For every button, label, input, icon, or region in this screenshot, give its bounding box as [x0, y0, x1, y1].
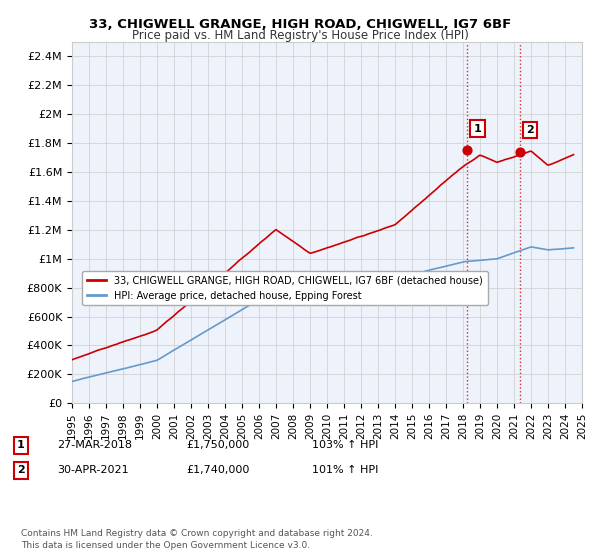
Text: 2: 2: [526, 125, 533, 135]
Text: £1,750,000: £1,750,000: [186, 440, 249, 450]
Text: £1,740,000: £1,740,000: [186, 465, 250, 475]
Text: 30-APR-2021: 30-APR-2021: [57, 465, 128, 475]
Text: This data is licensed under the Open Government Licence v3.0.: This data is licensed under the Open Gov…: [21, 542, 310, 550]
Text: Price paid vs. HM Land Registry's House Price Index (HPI): Price paid vs. HM Land Registry's House …: [131, 29, 469, 42]
Point: [515, 147, 524, 156]
Text: 2: 2: [17, 465, 25, 475]
Point: [463, 146, 472, 155]
Text: Contains HM Land Registry data © Crown copyright and database right 2024.: Contains HM Land Registry data © Crown c…: [21, 529, 373, 538]
Text: 33, CHIGWELL GRANGE, HIGH ROAD, CHIGWELL, IG7 6BF: 33, CHIGWELL GRANGE, HIGH ROAD, CHIGWELL…: [89, 18, 511, 31]
Legend: 33, CHIGWELL GRANGE, HIGH ROAD, CHIGWELL, IG7 6BF (detached house), HPI: Average: 33, CHIGWELL GRANGE, HIGH ROAD, CHIGWELL…: [82, 271, 488, 305]
Text: 1: 1: [17, 440, 25, 450]
Text: 1: 1: [473, 124, 481, 134]
Text: 27-MAR-2018: 27-MAR-2018: [57, 440, 132, 450]
Text: 103% ↑ HPI: 103% ↑ HPI: [312, 440, 379, 450]
Text: 101% ↑ HPI: 101% ↑ HPI: [312, 465, 379, 475]
